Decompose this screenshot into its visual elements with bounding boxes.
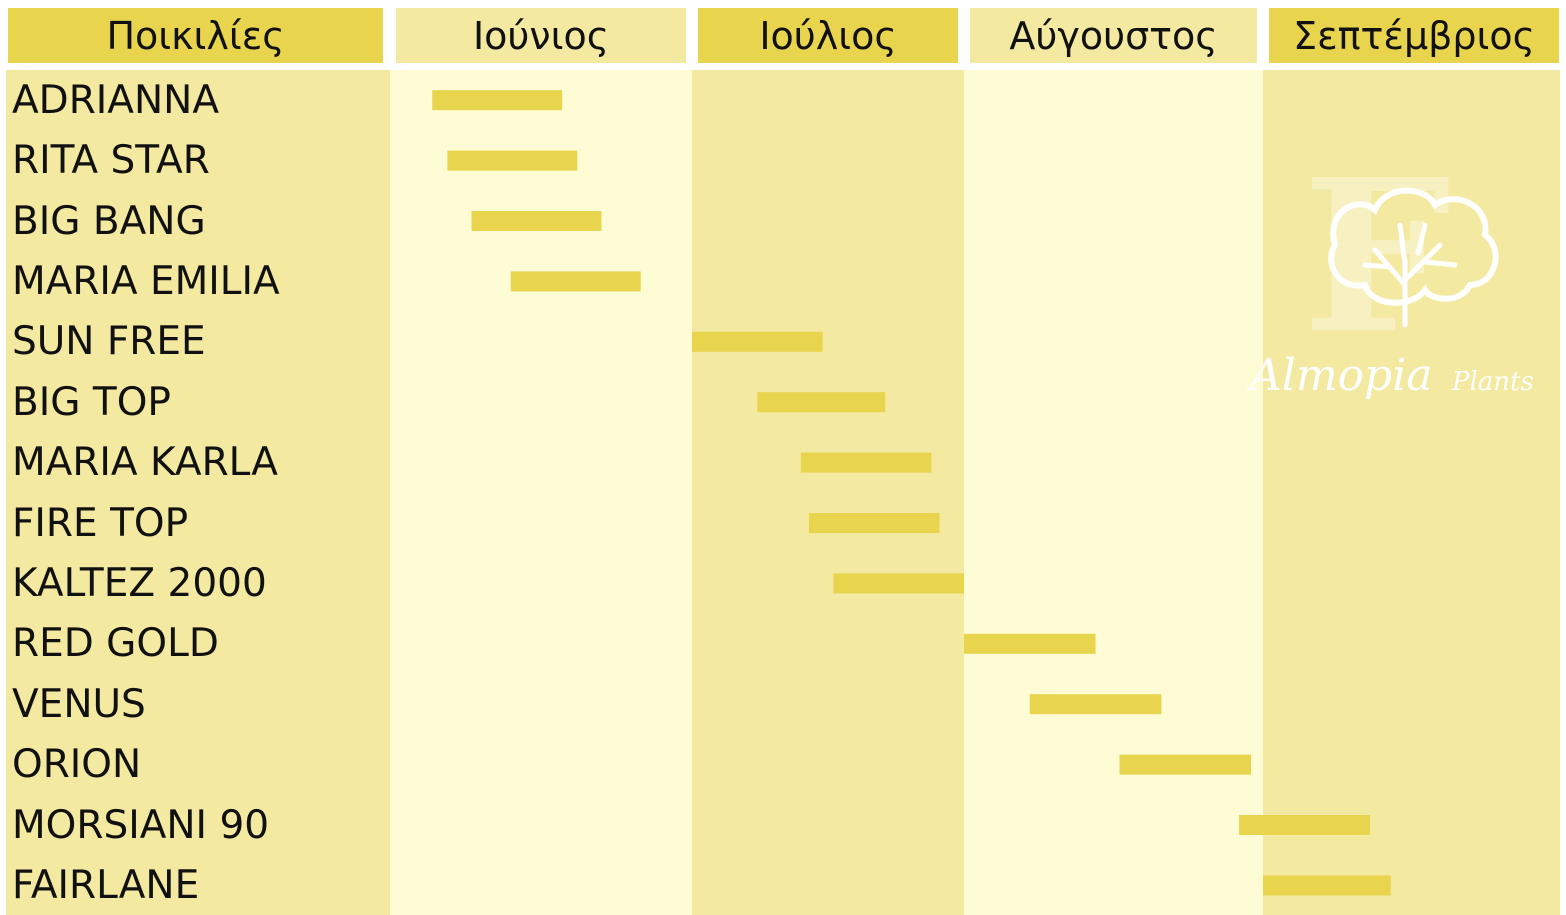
harvest-bar — [808, 513, 940, 533]
harvest-bar — [1263, 875, 1391, 896]
variety-label: MORSIANI 90 — [12, 802, 270, 848]
harvest-bar — [1239, 815, 1370, 835]
june-column — [390, 70, 692, 915]
header-month-june: Ιούνιος — [396, 8, 686, 63]
variety-label: VENUS — [12, 681, 146, 727]
variety-label: RED GOLD — [12, 621, 219, 667]
header-month-july: Ιούλιος — [698, 8, 958, 63]
harvest-bar — [1029, 694, 1162, 715]
harvest-bar — [692, 331, 823, 352]
harvest-bar — [510, 271, 641, 292]
header-varieties: Ποικιλίες — [8, 8, 383, 63]
variety-label: SUN FREE — [12, 319, 206, 365]
svg-text:Plants: Plants — [1451, 367, 1534, 397]
september-column — [1263, 70, 1560, 915]
variety-label: FIRE TOP — [12, 500, 189, 546]
harvest-bar — [447, 150, 578, 171]
harvest-bar — [432, 90, 563, 111]
variety-label: MARIA KARLA — [12, 440, 278, 486]
variety-label: MARIA EMILIA — [12, 258, 280, 304]
july-column — [692, 70, 964, 915]
varieties-column — [6, 70, 390, 915]
harvest-bar — [833, 573, 964, 594]
variety-label: ORION — [12, 742, 142, 788]
svg-text:Almopia: Almopia — [1246, 350, 1433, 401]
harvest-bar — [471, 211, 602, 231]
variety-label: KALTEZ 2000 — [12, 560, 267, 606]
header-month-august: Αύγουστος — [970, 8, 1257, 63]
header-month-september: Σεπτέμβριος — [1269, 8, 1559, 63]
variety-label: ADRIANNA — [12, 77, 220, 123]
harvest-bar — [1119, 754, 1252, 775]
harvest-bar — [964, 633, 1096, 654]
harvest-bar — [757, 392, 886, 413]
variety-label: BIG BANG — [12, 198, 206, 244]
harvest-bar — [800, 452, 932, 473]
variety-label: FAIRLANE — [12, 862, 200, 908]
almopia-plants-logo: F Almopia Plants — [1246, 150, 1534, 401]
variety-label: RITA STAR — [12, 138, 210, 184]
variety-label: BIG TOP — [12, 379, 171, 425]
